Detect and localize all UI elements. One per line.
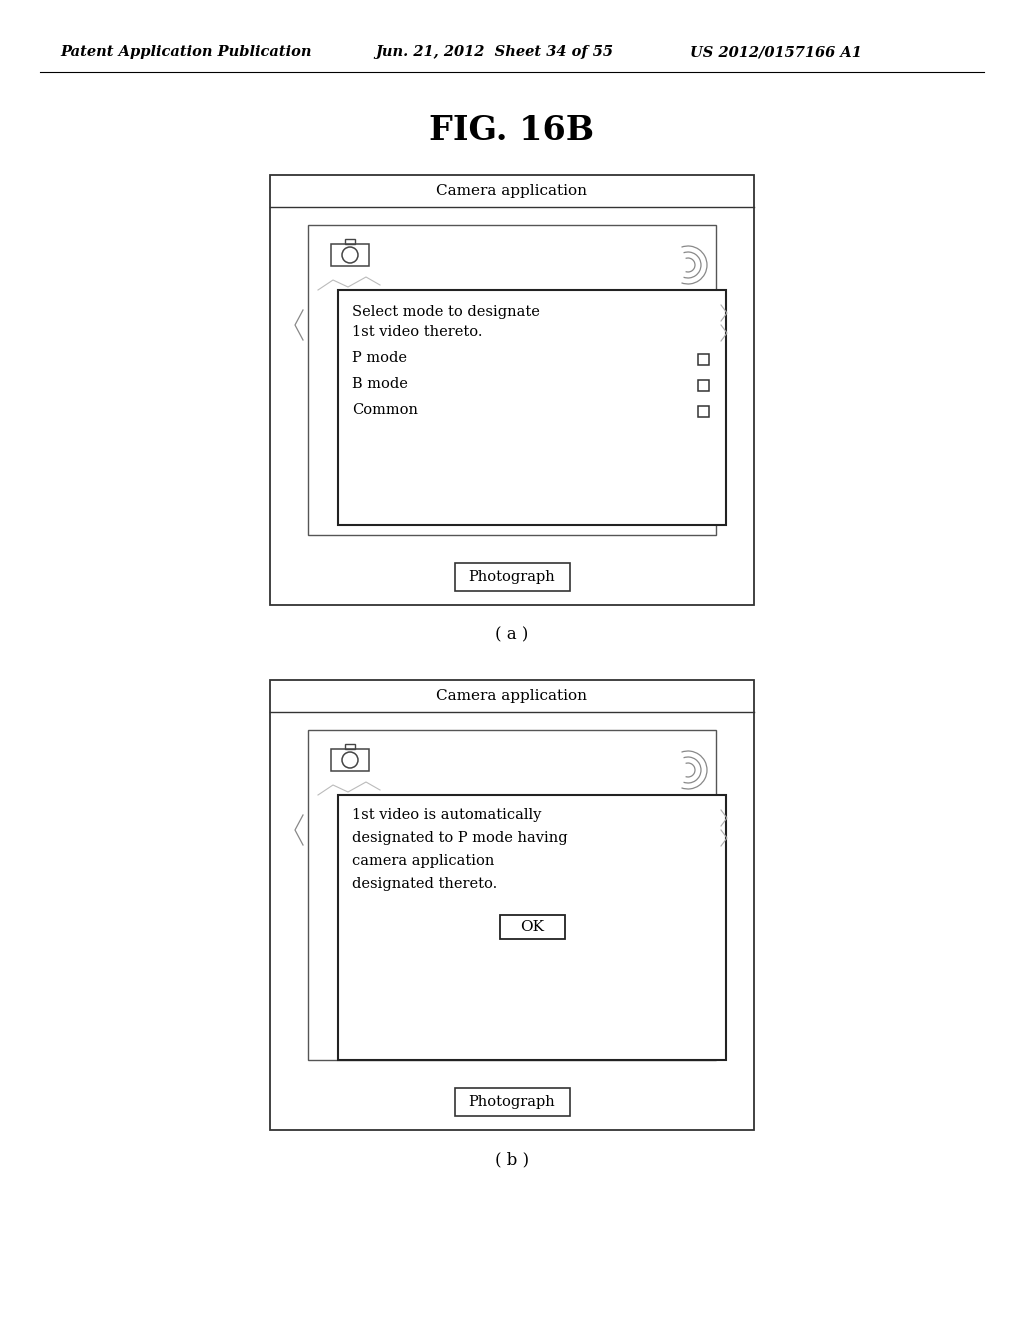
Bar xyxy=(308,730,716,1060)
Text: ( b ): ( b ) xyxy=(495,1151,529,1168)
Bar xyxy=(270,176,754,605)
Bar xyxy=(345,744,355,748)
Text: designated thereto.: designated thereto. xyxy=(352,876,498,891)
Bar xyxy=(698,354,709,364)
Text: OK: OK xyxy=(520,920,544,935)
Bar xyxy=(308,224,716,535)
Bar xyxy=(698,405,709,417)
Text: 1st video thereto.: 1st video thereto. xyxy=(352,325,482,339)
Text: Patent Application Publication: Patent Application Publication xyxy=(60,45,311,59)
Bar xyxy=(455,564,569,591)
Text: Select mode to designate: Select mode to designate xyxy=(352,305,540,319)
Bar xyxy=(338,290,726,525)
Bar xyxy=(338,795,726,1060)
Text: 1st video is automatically: 1st video is automatically xyxy=(352,808,542,822)
Bar xyxy=(698,380,709,391)
Text: FIG. 16B: FIG. 16B xyxy=(429,114,595,147)
Text: ( a ): ( a ) xyxy=(496,627,528,644)
Text: camera application: camera application xyxy=(352,854,495,869)
Text: Camera application: Camera application xyxy=(436,183,588,198)
Bar xyxy=(331,748,369,771)
Text: Photograph: Photograph xyxy=(469,1096,555,1109)
Bar xyxy=(331,244,369,267)
Bar xyxy=(345,239,355,244)
Bar xyxy=(270,680,754,1130)
Text: US 2012/0157166 A1: US 2012/0157166 A1 xyxy=(690,45,862,59)
Text: designated to P mode having: designated to P mode having xyxy=(352,832,567,845)
Text: Camera application: Camera application xyxy=(436,689,588,704)
Text: Photograph: Photograph xyxy=(469,570,555,583)
Text: Jun. 21, 2012  Sheet 34 of 55: Jun. 21, 2012 Sheet 34 of 55 xyxy=(375,45,613,59)
Bar xyxy=(455,1088,569,1115)
Bar xyxy=(500,915,564,939)
Text: B mode: B mode xyxy=(352,378,408,391)
Text: P mode: P mode xyxy=(352,351,407,366)
Text: Common: Common xyxy=(352,403,418,417)
